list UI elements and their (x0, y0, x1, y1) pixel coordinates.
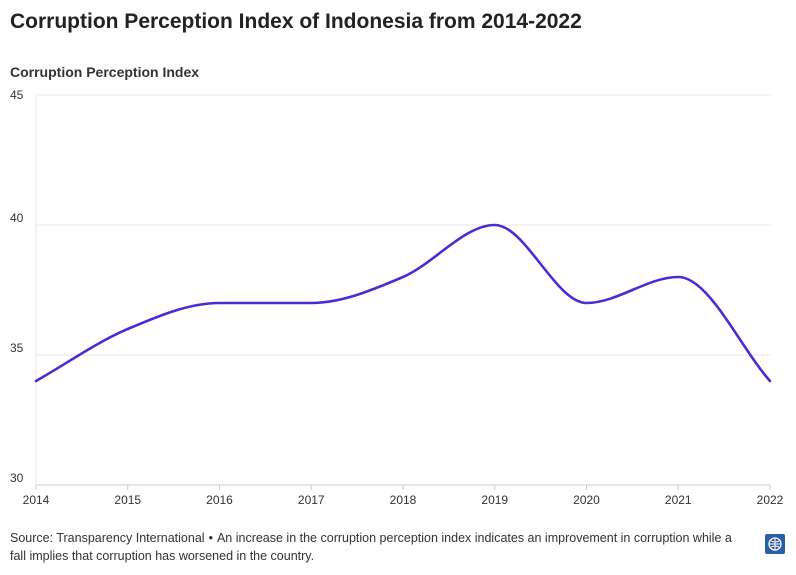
data-point-2019[interactable] (491, 221, 499, 229)
x-tick-2020: 2020 (573, 493, 600, 507)
y-tick-45: 45 (10, 88, 24, 102)
x-tick-label: 2014 (23, 493, 50, 507)
y-tick-35: 35 (10, 341, 24, 355)
x-tick-2016: 2016 (206, 493, 233, 507)
y-tick-label: 45 (10, 88, 24, 102)
y-axis-label: Corruption Perception Index (10, 64, 200, 80)
data-point-2021[interactable] (674, 273, 682, 281)
x-tick-label: 2015 (114, 493, 141, 507)
x-tick-label: 2016 (206, 493, 233, 507)
x-tick-label: 2020 (573, 493, 600, 507)
x-tick-2022: 2022 (757, 493, 784, 507)
x-tick-2018: 2018 (390, 493, 417, 507)
data-point-2014[interactable] (32, 377, 40, 385)
y-tick-30: 30 (10, 471, 24, 485)
x-tick-label: 2022 (757, 493, 784, 507)
chart-title: Corruption Perception Index of Indonesia… (10, 10, 582, 33)
footer-note: An increase in the corruption perception… (10, 531, 732, 563)
logo-icon[interactable] (765, 534, 785, 554)
y-axis-ticks: 30 35 40 45 (10, 88, 24, 485)
x-tick-label: 2017 (298, 493, 325, 507)
data-point-2016[interactable] (216, 299, 224, 307)
line-chart: 30 35 40 45 2014 2015 2016 2017 2018 2019 2020 202… (10, 88, 784, 507)
y-tick-40: 40 (10, 211, 24, 225)
x-tick-label: 2021 (665, 493, 692, 507)
gridlines (35, 94, 770, 486)
globe-icon (768, 537, 782, 551)
x-axis-ticks: 2014 2015 2016 2017 2018 2019 2020 2021 2022 (23, 485, 784, 507)
chart-footer: Source: Transparency International • An in… (10, 529, 750, 565)
source-text: Source: Transparency International (10, 531, 205, 545)
x-tick-2021: 2021 (665, 493, 692, 507)
data-point-2022[interactable] (766, 377, 774, 385)
series-line-0[interactable] (34, 223, 772, 383)
data-point-2017[interactable] (307, 299, 315, 307)
series-group (32, 221, 774, 385)
y-tick-label: 35 (10, 341, 24, 355)
x-tick-2015: 2015 (114, 493, 141, 507)
x-tick-2019: 2019 (481, 493, 508, 507)
x-tick-label: 2018 (390, 493, 417, 507)
y-tick-label: 40 (10, 211, 24, 225)
y-tick-label: 30 (10, 471, 24, 485)
footer-separator: • (208, 531, 213, 545)
data-point-2018[interactable] (399, 273, 407, 281)
data-point-2020[interactable] (583, 299, 591, 307)
data-point-2015[interactable] (124, 325, 132, 333)
x-tick-2014: 2014 (23, 493, 50, 507)
x-tick-label: 2019 (481, 493, 508, 507)
x-tick-2017: 2017 (298, 493, 325, 507)
